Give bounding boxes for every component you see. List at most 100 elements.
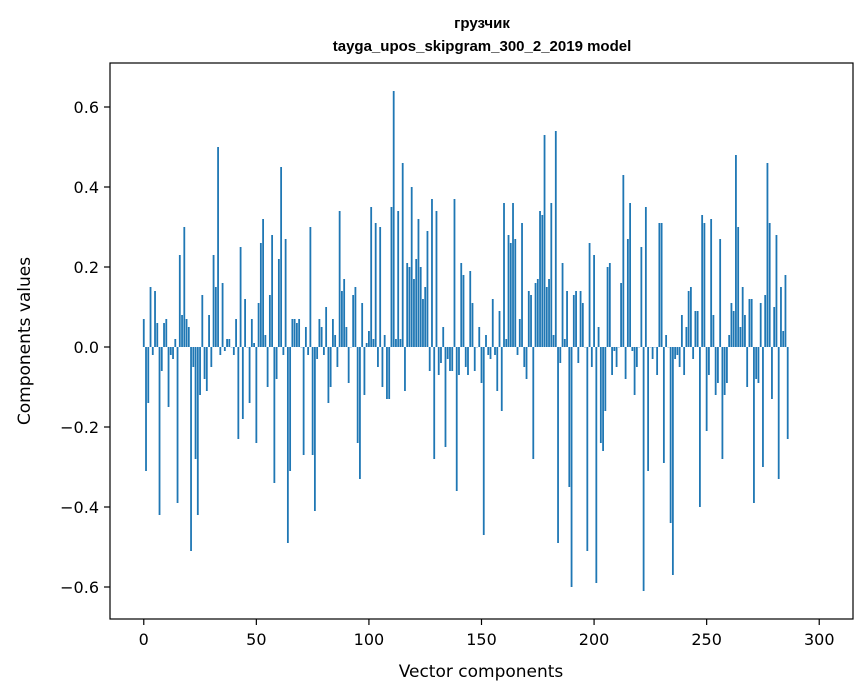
bar-156 — [494, 347, 496, 355]
bar-50 — [255, 347, 258, 443]
bar-1 — [145, 347, 147, 471]
bar-102 — [372, 339, 375, 347]
bar-141 — [460, 263, 463, 347]
bar-262 — [732, 311, 735, 347]
bar-68 — [295, 323, 298, 347]
bar-77 — [316, 347, 319, 359]
y-tick-label: −0.2 — [60, 418, 99, 437]
x-tick-label: 200 — [579, 630, 610, 649]
bar-65 — [289, 347, 292, 471]
bar-61 — [280, 167, 283, 347]
bar-190 — [570, 347, 573, 587]
bar-56 — [268, 295, 271, 347]
bar-126 — [426, 231, 429, 347]
bar-203 — [599, 347, 602, 443]
bar-89 — [343, 279, 346, 347]
bar-256 — [719, 239, 722, 347]
bar-134 — [444, 347, 447, 447]
bar-52 — [259, 243, 262, 347]
bar-95 — [356, 347, 359, 443]
bar-27 — [203, 347, 206, 379]
bar-140 — [458, 347, 460, 375]
bar-37 — [226, 339, 228, 347]
bar-79 — [320, 327, 323, 347]
bar-259 — [726, 347, 728, 383]
bar-91 — [347, 347, 350, 383]
bar-19 — [185, 319, 188, 347]
bar-111 — [392, 91, 395, 347]
bar-281 — [775, 235, 778, 347]
bar-32 — [214, 287, 217, 347]
bar-49 — [253, 343, 255, 347]
bar-199 — [590, 347, 593, 367]
bar-59 — [275, 347, 278, 379]
bar-58 — [273, 347, 276, 483]
bar-246 — [696, 311, 699, 347]
x-tick-label: 50 — [246, 630, 266, 649]
bar-175 — [536, 279, 539, 347]
bar-149 — [478, 327, 481, 347]
bar-266 — [741, 287, 744, 347]
bar-24 — [196, 347, 199, 515]
bar-69 — [298, 319, 301, 347]
bar-267 — [744, 315, 746, 347]
bar-41 — [235, 319, 237, 347]
bar-236 — [674, 347, 677, 359]
bar-131 — [437, 347, 440, 375]
bar-163 — [509, 243, 512, 347]
bar-258 — [723, 347, 726, 395]
bar-35 — [221, 283, 224, 347]
x-tick-label: 300 — [804, 630, 835, 649]
bar-13 — [172, 347, 174, 359]
bar-275 — [762, 347, 764, 467]
y-axis-label: Components values — [15, 257, 35, 425]
bar-189 — [568, 347, 571, 487]
bar-237 — [676, 347, 679, 355]
bar-205 — [604, 347, 607, 411]
bar-252 — [710, 219, 713, 347]
bar-67 — [293, 319, 296, 347]
bar-26 — [201, 295, 204, 347]
bar-63 — [284, 239, 287, 347]
bar-6 — [156, 323, 159, 347]
bar-72 — [304, 327, 307, 347]
bar-121 — [415, 259, 418, 347]
bar-207 — [608, 263, 611, 347]
bar-260 — [728, 335, 731, 347]
x-tick-label: 100 — [354, 630, 385, 649]
bar-228 — [656, 347, 659, 375]
bar-142 — [462, 275, 465, 347]
y-tick-label: −0.6 — [60, 578, 99, 597]
bar-132 — [440, 347, 442, 363]
bar-235 — [671, 347, 674, 575]
bar-232 — [665, 335, 668, 347]
bar-60 — [277, 259, 280, 347]
bar-42 — [237, 347, 240, 439]
bar-173 — [532, 347, 535, 459]
bar-269 — [748, 299, 751, 347]
bar-114 — [399, 339, 402, 347]
bar-222 — [642, 347, 645, 591]
bar-113 — [397, 211, 400, 347]
bar-248 — [701, 215, 704, 347]
x-tick-label: 0 — [139, 630, 149, 649]
bar-64 — [286, 347, 289, 543]
bar-90 — [345, 327, 348, 347]
bar-176 — [539, 211, 541, 347]
bar-84 — [332, 319, 334, 347]
bars-layer — [142, 91, 789, 591]
y-tick-label: 0.6 — [74, 98, 99, 117]
bar-204 — [602, 347, 604, 451]
bar-221 — [640, 247, 643, 347]
bar-51 — [257, 303, 260, 347]
bar-80 — [322, 347, 325, 355]
bar-223 — [644, 207, 647, 347]
bar-272 — [755, 347, 758, 379]
bar-44 — [241, 347, 244, 419]
bar-36 — [223, 347, 226, 351]
bar-145 — [469, 271, 472, 347]
bar-178 — [543, 135, 546, 347]
bar-188 — [566, 291, 568, 347]
bar-282 — [777, 347, 780, 479]
bar-171 — [527, 291, 530, 347]
